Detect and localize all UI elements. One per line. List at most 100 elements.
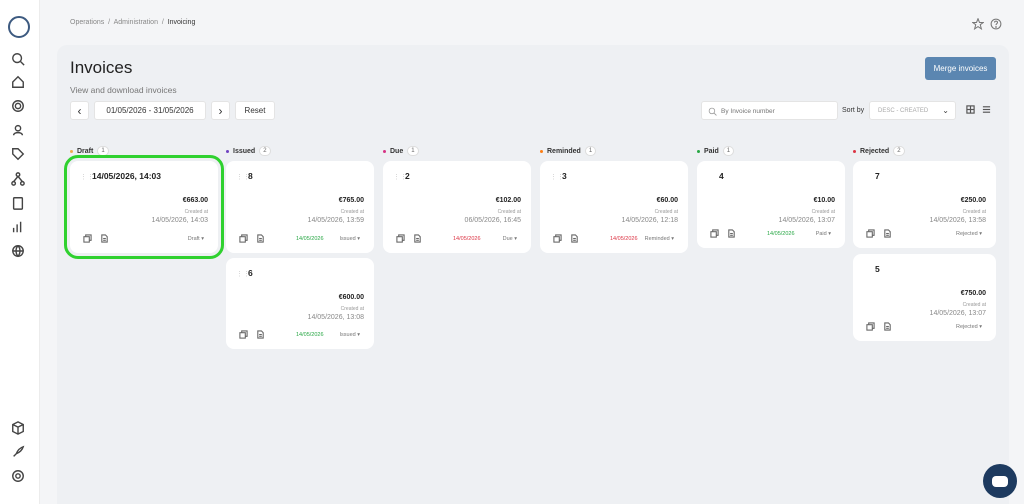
column-title: Issued xyxy=(233,147,256,155)
copy-icon[interactable] xyxy=(239,330,248,339)
search-icon[interactable] xyxy=(10,51,26,67)
breadcrumb-separator: / xyxy=(161,19,164,26)
logo-icon[interactable] xyxy=(8,16,30,38)
invoice-title: 6 xyxy=(248,268,253,278)
column-count: 2 xyxy=(893,146,905,156)
search-field[interactable] xyxy=(701,101,838,120)
support-icon[interactable] xyxy=(10,468,26,484)
column-title: Paid xyxy=(704,147,719,155)
status-dot xyxy=(853,149,856,153)
drag-handle-icon[interactable]: ⋮⋮ xyxy=(550,174,564,181)
drag-handle-icon[interactable]: ⋮⋮ xyxy=(236,174,250,181)
invoice-card[interactable]: ⋮⋮ 2 €102.00 Created at 06/05/2026, 16:45 14/… xyxy=(383,161,531,253)
invoice-card[interactable]: 4 €10.00 Created at 14/05/2026, 13:07 14/05/… xyxy=(697,161,845,248)
merge-invoices-button[interactable]: Merge invoices xyxy=(925,57,996,80)
invoice-card[interactable]: ⋮⋮ 6 €600.00 Created at 14/05/2026, 13:08 14/… xyxy=(226,258,374,349)
sidebar xyxy=(0,0,40,504)
created-label: Created at xyxy=(340,306,364,312)
column-header-due: Due 1 xyxy=(383,146,419,156)
document-icon[interactable] xyxy=(256,330,265,339)
created-date: 14/05/2026, 13:58 xyxy=(929,217,986,224)
copy-icon[interactable] xyxy=(866,322,875,331)
card-actions xyxy=(396,234,422,243)
document-icon[interactable] xyxy=(883,322,892,331)
status-dropdown[interactable]: Issued ▾ xyxy=(339,236,361,242)
breadcrumb-separator: / xyxy=(108,19,111,26)
invoice-card[interactable]: ⋮⋮ 8 €765.00 Created at 14/05/2026, 13:59 14/… xyxy=(226,161,374,253)
help-icon[interactable] xyxy=(990,17,1002,35)
document-icon[interactable] xyxy=(100,234,109,243)
status-dropdown[interactable]: Draft ▾ xyxy=(187,236,204,242)
document-icon[interactable] xyxy=(256,234,265,243)
home-icon[interactable] xyxy=(10,74,26,90)
date-range-picker[interactable]: 01/05/2026 - 31/05/2026 xyxy=(94,101,206,120)
invoice-card[interactable]: 7 €250.00 Created at 14/05/2026, 13:58 Rejec… xyxy=(853,161,996,248)
tag-icon[interactable] xyxy=(10,146,26,162)
copy-icon[interactable] xyxy=(83,234,92,243)
board-view-icon[interactable] xyxy=(964,103,977,116)
invoice-search-input[interactable] xyxy=(721,105,833,117)
card-actions xyxy=(866,322,892,331)
status-dropdown[interactable]: Paid ▾ xyxy=(815,231,831,237)
status-dropdown[interactable]: Due ▾ xyxy=(502,236,517,242)
drag-handle-icon[interactable]: ⋮⋮ xyxy=(393,174,407,181)
page-subtitle: View and download invoices xyxy=(70,85,177,95)
sort-value: DESC - CREATED xyxy=(878,108,929,114)
column-header-paid: Paid 1 xyxy=(697,146,735,156)
invoice-amount: €102.00 xyxy=(495,197,521,204)
next-period-button[interactable]: › xyxy=(211,101,230,120)
status-dropdown[interactable]: Rejected ▾ xyxy=(956,324,982,330)
status-dropdown[interactable]: Rejected ▾ xyxy=(956,231,982,237)
invoice-card[interactable]: 5 €750.00 Created at 14/05/2026, 13:07 Rejec… xyxy=(853,254,996,341)
chat-icon[interactable] xyxy=(983,464,1017,498)
breadcrumb-item[interactable]: Operations xyxy=(70,19,105,26)
created-label: Created at xyxy=(184,209,208,215)
copy-icon[interactable] xyxy=(553,234,562,243)
star-icon[interactable] xyxy=(971,17,985,35)
page-title: Invoices xyxy=(70,58,133,77)
drag-handle-icon[interactable]: ⋮⋮ xyxy=(236,271,250,278)
created-date: 14/05/2026, 12:18 xyxy=(621,217,678,224)
network-icon[interactable] xyxy=(10,171,26,187)
copy-icon[interactable] xyxy=(866,229,875,238)
clipboard-icon[interactable] xyxy=(10,195,26,211)
status-dropdown[interactable]: Issued ▾ xyxy=(339,332,361,338)
breadcrumb-item[interactable]: Administration xyxy=(113,19,158,26)
prev-period-button[interactable]: ‹ xyxy=(70,101,89,120)
due-date: 14/05/2026 xyxy=(767,231,795,237)
copy-icon[interactable] xyxy=(396,234,405,243)
column-header-rejected: Rejected 2 xyxy=(853,146,905,156)
created-date: 14/05/2026, 13:08 xyxy=(307,314,364,321)
user-icon[interactable] xyxy=(10,122,26,138)
invoice-amount: €750.00 xyxy=(960,290,986,297)
invoice-card[interactable]: ⋮⋮ 3 €60.00 Created at 14/05/2026, 12:18 14/0… xyxy=(540,161,688,253)
document-icon[interactable] xyxy=(413,234,422,243)
copy-icon[interactable] xyxy=(239,234,248,243)
document-icon[interactable] xyxy=(727,229,736,238)
document-icon[interactable] xyxy=(883,229,892,238)
drag-handle-icon[interactable]: ⋮⋮ xyxy=(80,174,94,181)
box-icon[interactable] xyxy=(10,420,26,436)
rocket-icon[interactable] xyxy=(10,444,26,460)
column-count: 1 xyxy=(722,146,735,156)
invoice-card[interactable]: ⋮⋮ 14/05/2026, 14:03 €663.00 Created at 14/0… xyxy=(64,155,224,259)
sort-by-label: Sort by xyxy=(842,107,865,114)
main-panel: Invoices View and download invoices Merg… xyxy=(57,45,1009,504)
chart-icon[interactable] xyxy=(10,219,26,235)
created-label: Created at xyxy=(962,302,986,308)
document-icon[interactable] xyxy=(570,234,579,243)
globe-icon[interactable] xyxy=(10,243,26,259)
status-dropdown[interactable]: Reminded ▾ xyxy=(644,236,674,242)
reset-button[interactable]: Reset xyxy=(235,101,275,120)
column-title: Draft xyxy=(77,147,94,155)
top-icons xyxy=(971,17,1002,35)
sort-select[interactable]: DESC - CREATED ⌄ xyxy=(869,101,956,120)
breadcrumb: Operations / Administration / Invoicing xyxy=(70,19,195,26)
column-count: 1 xyxy=(584,146,597,156)
invoice-title: 2 xyxy=(405,171,410,181)
card-actions xyxy=(866,229,892,238)
copy-icon[interactable] xyxy=(710,229,719,238)
gear-icon[interactable] xyxy=(10,98,26,114)
list-view-icon[interactable] xyxy=(980,103,993,116)
due-date: 14/05/2026 xyxy=(610,236,638,242)
